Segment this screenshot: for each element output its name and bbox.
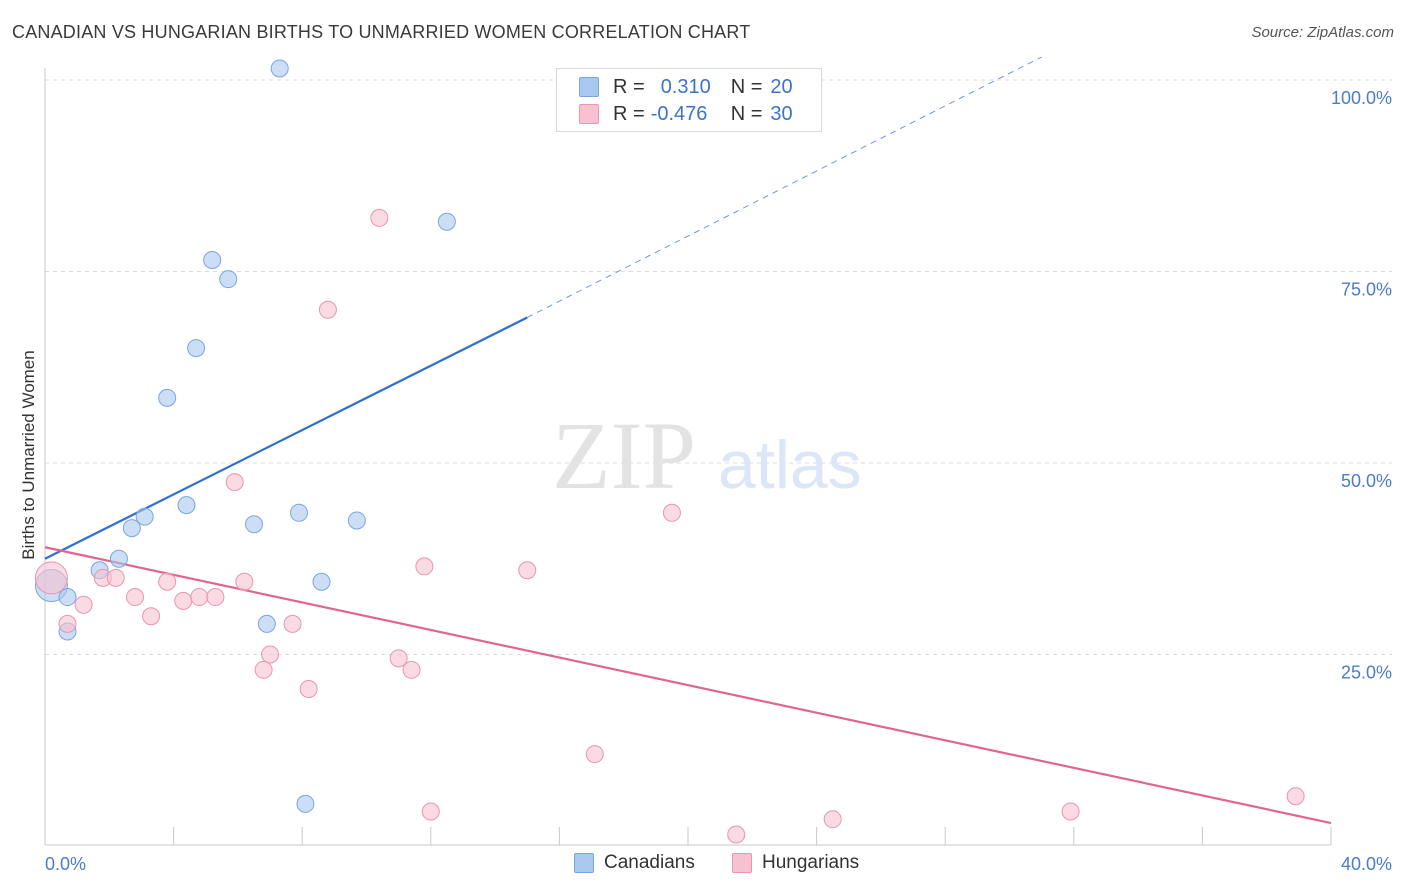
legend-row-hungarians: R = -0.476 N = 30 (579, 102, 793, 126)
legend-item-hungarians[interactable]: Hungarians (732, 852, 859, 874)
point-hungarians (415, 557, 434, 576)
point-canadians (187, 339, 206, 358)
point-canadians (244, 515, 263, 534)
point-hungarians (58, 614, 77, 633)
legend-n-value: 30 (770, 102, 793, 125)
point-hungarians (370, 208, 389, 227)
legend-swatch-canadians (579, 77, 599, 97)
legend-n-label: N = (730, 102, 763, 125)
point-hungarians (662, 503, 681, 522)
watermark-atlas: atlas (718, 427, 862, 503)
legend-n-value: 20 (770, 75, 793, 98)
point-hungarians (34, 561, 68, 595)
y-tick-label: 75.0% (1341, 280, 1392, 300)
legend-swatch-hungarians (579, 104, 599, 124)
canadians-label: Canadians (604, 852, 695, 873)
point-hungarians (318, 300, 337, 319)
point-hungarians (389, 649, 408, 668)
point-hungarians (283, 614, 302, 633)
point-canadians (437, 212, 456, 231)
point-hungarians (126, 588, 145, 607)
point-canadians (296, 794, 315, 813)
point-hungarians (1061, 802, 1080, 821)
hungarians-swatch (732, 853, 752, 873)
point-hungarians (518, 561, 537, 580)
point-canadians (203, 251, 222, 270)
point-hungarians (1286, 787, 1305, 806)
legend-row-canadians: R = 0.310 N = 20 (579, 75, 793, 99)
point-hungarians (402, 660, 421, 679)
point-canadians (312, 572, 331, 591)
trend-line-canadians (44, 316, 528, 560)
legend-n-label: N = (730, 75, 763, 98)
y-tick-label: 50.0% (1341, 471, 1392, 491)
hungarians-label: Hungarians (762, 852, 860, 873)
point-canadians (270, 59, 289, 78)
point-canadians (109, 549, 128, 568)
series-legend: Canadians Hungarians (0, 852, 1406, 878)
trend-line-hungarians (44, 546, 1332, 825)
point-hungarians (174, 591, 193, 610)
point-hungarians (261, 645, 280, 664)
point-hungarians (421, 802, 440, 821)
y-axis-label: Births to Unmarried Women (19, 350, 38, 559)
point-hungarians (225, 473, 244, 492)
point-canadians (219, 270, 238, 289)
legend-r-value: -0.476 (650, 102, 708, 125)
watermark-zip: ZIP (552, 402, 696, 509)
legend-item-canadians[interactable]: Canadians (574, 852, 695, 874)
point-hungarians (823, 810, 842, 829)
trend-lines (44, 56, 1332, 825)
point-canadians (289, 503, 308, 522)
legend-r-value: 0.310 (660, 75, 711, 98)
point-hungarians (142, 607, 161, 626)
point-hungarians (106, 568, 125, 587)
point-hungarians (206, 588, 225, 607)
legend-r-label: R = (613, 75, 645, 98)
trend-extension-canadians (527, 56, 1042, 318)
point-hungarians (254, 660, 273, 679)
point-canadians (347, 511, 366, 530)
point-hungarians (158, 572, 177, 591)
axes (44, 68, 1332, 846)
point-canadians (257, 614, 276, 633)
chart-title: CANADIAN VS HUNGARIAN BIRTHS TO UNMARRIE… (12, 22, 751, 42)
correlation-legend: R = 0.310 N = 20 R = -0.476 N = 30 (556, 68, 822, 132)
canadians-swatch (574, 853, 594, 873)
point-hungarians (727, 825, 746, 844)
data-points (34, 59, 1305, 844)
y-tick-label: 100.0% (1331, 88, 1392, 108)
point-canadians (177, 496, 196, 515)
legend-r-label: R = (613, 102, 645, 125)
y-tick-label: 25.0% (1341, 663, 1392, 683)
x-tick-label: 40.0% (1341, 854, 1392, 874)
point-canadians (158, 388, 177, 407)
point-hungarians (585, 745, 604, 764)
point-canadians (122, 519, 141, 538)
point-hungarians (190, 588, 209, 607)
tick-labels: 25.0% 50.0% 75.0% 100.0% 0.0% 40.0% (45, 88, 1392, 874)
source-label: Source: ZipAtlas.com (1251, 24, 1394, 41)
grid-lines (45, 79, 1392, 655)
point-hungarians (74, 595, 93, 614)
point-canadians (135, 507, 154, 526)
point-canadians (58, 588, 77, 607)
x-tick-label: 0.0% (45, 854, 86, 874)
point-hungarians (299, 679, 318, 698)
watermark: ZIP atlas (552, 402, 862, 509)
point-hungarians (235, 572, 254, 591)
